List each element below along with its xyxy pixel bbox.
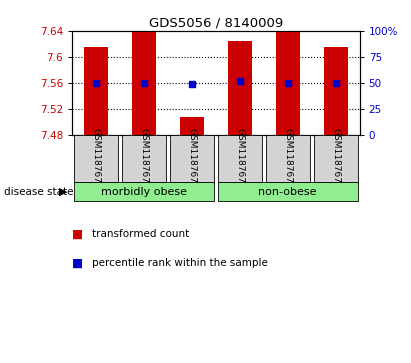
Text: GSM1187678: GSM1187678 [331,128,340,188]
Text: GSM1187673: GSM1187673 [91,128,100,188]
Point [141,80,147,86]
Bar [132,28,156,135]
Text: GSM1187676: GSM1187676 [235,128,244,188]
Text: percentile rank within the sample: percentile rank within the sample [92,258,268,268]
FancyBboxPatch shape [266,135,310,182]
Text: non-obese: non-obese [259,187,317,197]
Text: GSM1187677: GSM1187677 [283,128,292,188]
FancyBboxPatch shape [170,135,214,182]
Title: GDS5056 / 8140009: GDS5056 / 8140009 [149,17,283,30]
Text: transformed count: transformed count [92,229,190,239]
FancyBboxPatch shape [218,135,262,182]
FancyBboxPatch shape [74,182,214,201]
Point [92,80,99,86]
Text: morbidly obese: morbidly obese [101,187,187,197]
FancyBboxPatch shape [314,135,358,182]
Text: disease state: disease state [4,187,74,197]
Bar [180,117,204,135]
Text: ■: ■ [72,228,83,241]
Text: ▶: ▶ [59,187,68,197]
Bar [324,47,348,135]
Text: ■: ■ [72,257,83,270]
FancyBboxPatch shape [74,135,118,182]
Text: GSM1187674: GSM1187674 [139,128,148,188]
FancyBboxPatch shape [218,182,358,201]
FancyBboxPatch shape [122,135,166,182]
Point [236,78,243,84]
Point [332,80,339,86]
Point [189,81,195,87]
Bar [276,28,300,135]
Bar [228,41,252,135]
Text: GSM1187675: GSM1187675 [187,128,196,188]
Point [284,80,291,86]
Bar [84,47,108,135]
